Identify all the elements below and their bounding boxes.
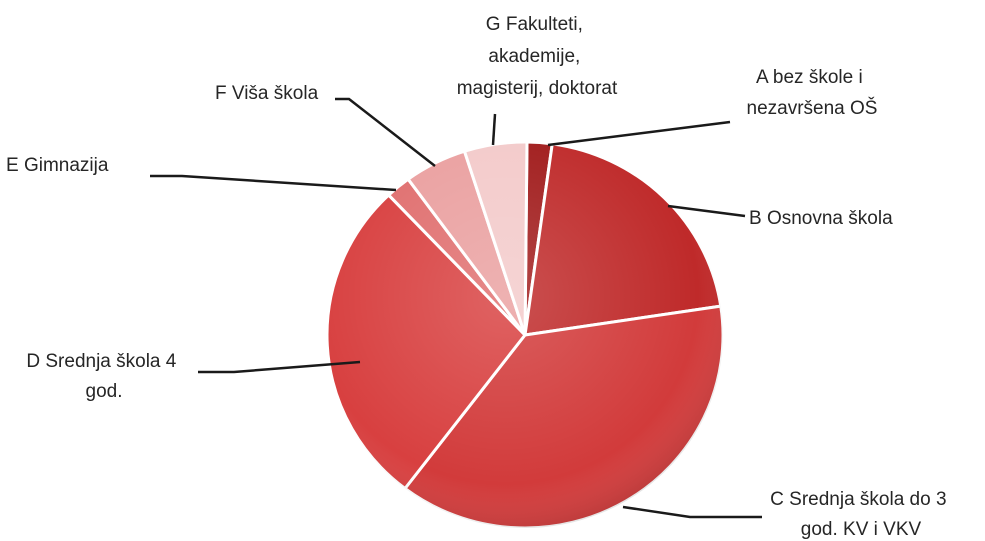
leader-line-a bbox=[547, 120, 731, 147]
leader-line-b bbox=[667, 204, 746, 218]
label-d: D Srednja škola 4 god. bbox=[26, 351, 181, 402]
leader-line-c bbox=[622, 505, 762, 519]
label-e: E Gimnazija bbox=[6, 155, 109, 176]
leader-line-g bbox=[491, 113, 497, 146]
label-b: B Osnovna škola bbox=[749, 208, 893, 229]
label-a: A bez škole i nezavršena OŠ bbox=[747, 67, 878, 119]
leader-line-d bbox=[198, 360, 361, 374]
label-c: C Srednja škola do 3 god. KV i VKV bbox=[770, 489, 952, 540]
leader-line-e bbox=[150, 174, 397, 192]
leader-lines bbox=[150, 97, 762, 519]
label-f: F Viša škola bbox=[215, 83, 319, 104]
pie-slices bbox=[325, 140, 725, 530]
slice-labels: A bez škole i nezavršena OŠ B Osnovna šk… bbox=[6, 14, 952, 540]
label-g: G Fakulteti, akademije, magisterij, dokt… bbox=[457, 14, 618, 99]
leader-line-f bbox=[335, 97, 436, 167]
pie-slice-b bbox=[523, 142, 723, 337]
